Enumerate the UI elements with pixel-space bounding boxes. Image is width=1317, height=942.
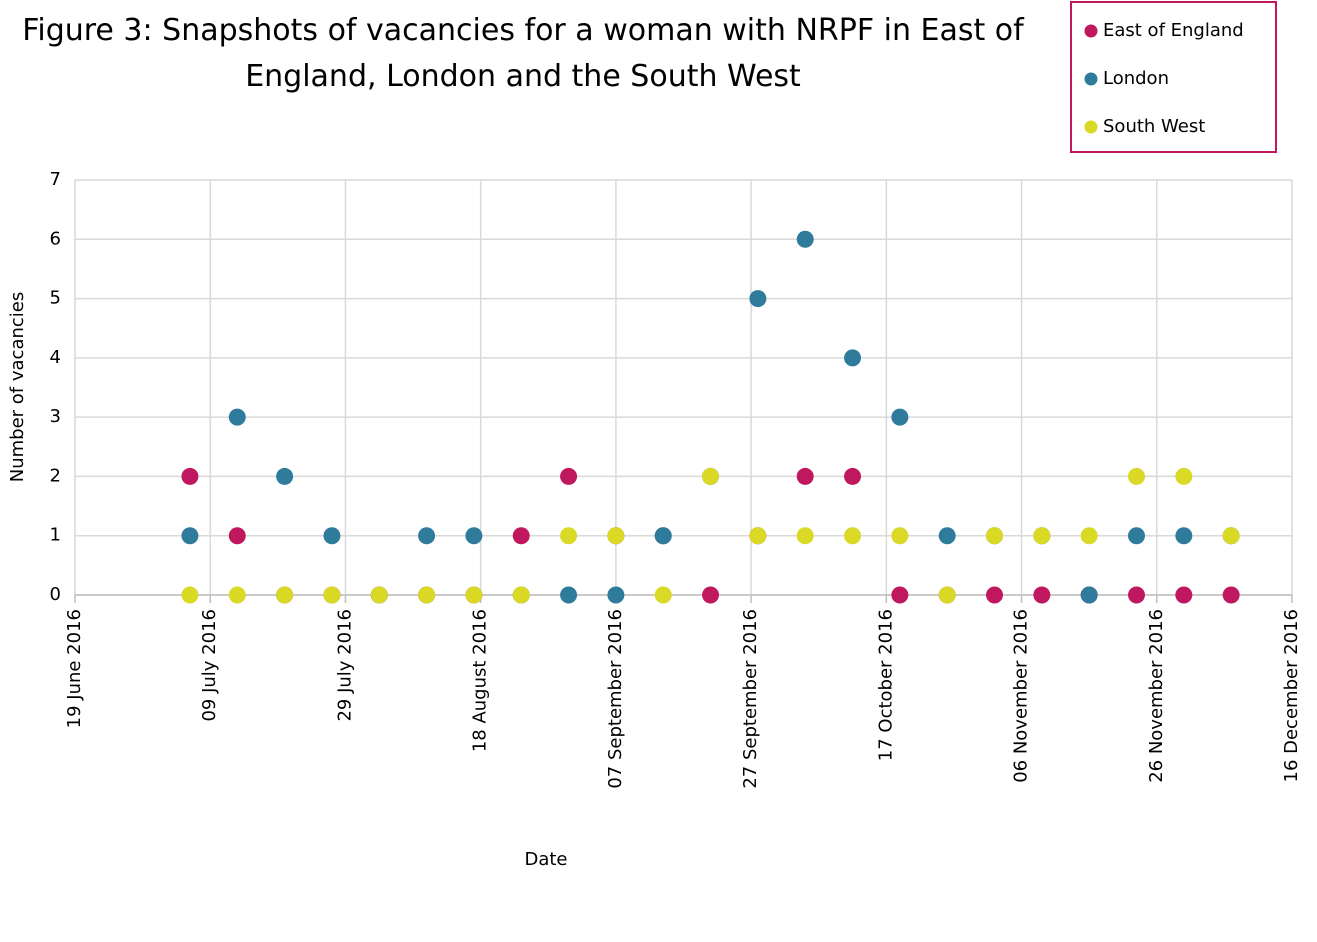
point	[418, 586, 436, 604]
chart-title: Figure 3: Snapshots of vacancies for a w…	[22, 13, 1024, 94]
point	[512, 527, 530, 545]
point	[1033, 527, 1051, 545]
point	[844, 349, 862, 367]
point	[370, 586, 388, 604]
point	[560, 527, 578, 545]
point	[607, 527, 625, 545]
point	[276, 467, 294, 485]
point	[512, 586, 530, 604]
point	[796, 527, 814, 545]
point	[986, 527, 1004, 545]
point	[181, 467, 199, 485]
x-axis-label: Date	[524, 849, 567, 870]
point	[465, 527, 483, 545]
x-tick-label: 29 July 2016	[334, 609, 355, 722]
x-tick-label: 17 October 2016	[875, 609, 896, 761]
point	[654, 586, 672, 604]
x-tick-label: 19 June 2016	[64, 609, 85, 728]
x-tick-label: 09 July 2016	[199, 609, 220, 722]
point	[1080, 586, 1098, 604]
legend-label: South West	[1103, 116, 1205, 137]
point	[1080, 527, 1098, 545]
point	[654, 527, 672, 545]
legend-label: London	[1103, 68, 1169, 89]
point	[181, 527, 199, 545]
x-tick-label: 07 September 2016	[605, 609, 626, 789]
point	[560, 586, 578, 604]
point	[844, 467, 862, 485]
y-tick-label: 7	[50, 169, 61, 190]
point	[228, 586, 246, 604]
point	[1175, 586, 1193, 604]
x-tick-label: 26 November 2016	[1146, 609, 1167, 783]
y-tick-label: 0	[50, 584, 61, 605]
point	[1175, 527, 1193, 545]
point	[702, 586, 720, 604]
y-axis-label: Number of vacancies	[7, 292, 28, 482]
x-tick-label: 27 September 2016	[740, 609, 761, 789]
point	[796, 230, 814, 248]
point	[465, 586, 483, 604]
y-tick-label: 3	[50, 406, 61, 427]
point	[560, 467, 578, 485]
x-tick-label: 18 August 2016	[470, 609, 491, 752]
point	[986, 586, 1004, 604]
point	[844, 527, 862, 545]
point	[228, 408, 246, 426]
point	[1127, 586, 1145, 604]
point	[749, 527, 767, 545]
point	[1175, 467, 1193, 485]
point	[323, 527, 341, 545]
point	[1222, 586, 1240, 604]
x-tick-label: 16 December 2016	[1281, 609, 1302, 783]
point	[607, 586, 625, 604]
point	[418, 527, 436, 545]
point	[1127, 467, 1145, 485]
point	[891, 408, 909, 426]
point	[228, 527, 246, 545]
point	[1033, 586, 1051, 604]
point	[891, 586, 909, 604]
x-tick-label: 06 November 2016	[1011, 609, 1032, 783]
y-tick-label: 5	[50, 288, 61, 309]
y-tick-label: 4	[50, 347, 61, 368]
legend-marker	[1084, 72, 1098, 86]
point	[891, 527, 909, 545]
point	[1222, 527, 1240, 545]
y-tick-label: 6	[50, 228, 61, 249]
point	[938, 527, 956, 545]
legend-marker	[1084, 120, 1098, 134]
point	[938, 586, 956, 604]
point	[1127, 527, 1145, 545]
legend-label: East of England	[1103, 20, 1244, 41]
point	[276, 586, 294, 604]
legend-box	[1070, 1, 1277, 153]
legend-marker	[1084, 24, 1098, 38]
point	[181, 586, 199, 604]
y-tick-label: 1	[50, 525, 61, 546]
point	[796, 467, 814, 485]
point	[323, 586, 341, 604]
point	[749, 290, 767, 308]
point	[702, 467, 720, 485]
y-tick-label: 2	[50, 465, 61, 486]
